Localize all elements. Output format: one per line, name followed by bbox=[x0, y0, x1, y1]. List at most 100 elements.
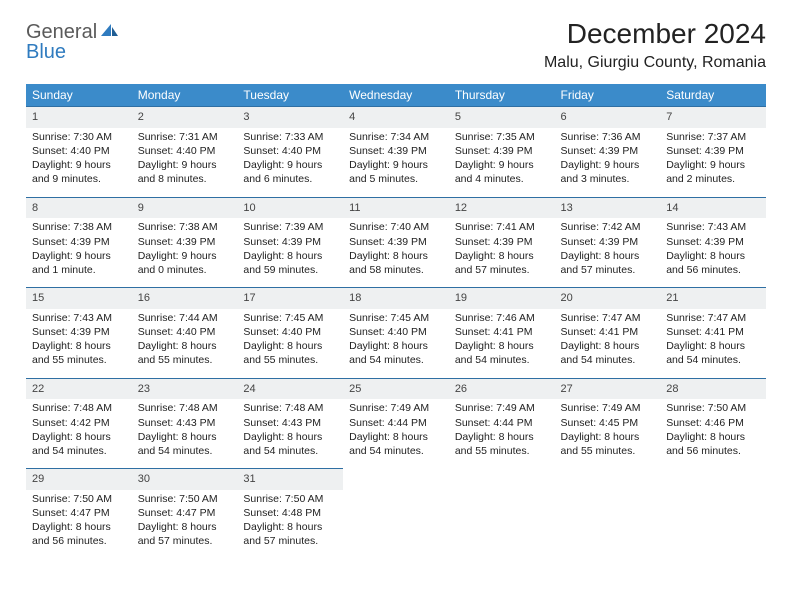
day-cell: Sunrise: 7:45 AMSunset: 4:40 PMDaylight:… bbox=[343, 309, 449, 378]
daylight-text: Daylight: 9 hours and 4 minutes. bbox=[455, 158, 549, 186]
day-number: 1 bbox=[26, 107, 132, 128]
brand-logo: General Blue bbox=[26, 18, 119, 62]
weekday-header: Thursday bbox=[449, 84, 555, 107]
daylight-text: Daylight: 9 hours and 9 minutes. bbox=[32, 158, 126, 186]
day-number: 7 bbox=[660, 107, 766, 128]
day-cell: Sunrise: 7:50 AMSunset: 4:47 PMDaylight:… bbox=[132, 490, 238, 559]
sunrise-text: Sunrise: 7:50 AM bbox=[666, 401, 760, 415]
sunrise-text: Sunrise: 7:33 AM bbox=[243, 130, 337, 144]
sunrise-text: Sunrise: 7:35 AM bbox=[455, 130, 549, 144]
weekday-header: Friday bbox=[555, 84, 661, 107]
sunset-text: Sunset: 4:39 PM bbox=[666, 144, 760, 158]
day-number: 26 bbox=[449, 378, 555, 399]
day-number: 20 bbox=[555, 288, 661, 309]
sunrise-text: Sunrise: 7:50 AM bbox=[32, 492, 126, 506]
daylight-text: Daylight: 9 hours and 5 minutes. bbox=[349, 158, 443, 186]
day-content-row: Sunrise: 7:38 AMSunset: 4:39 PMDaylight:… bbox=[26, 218, 766, 287]
day-cell: Sunrise: 7:44 AMSunset: 4:40 PMDaylight:… bbox=[132, 309, 238, 378]
day-number: 11 bbox=[343, 197, 449, 218]
daylight-text: Daylight: 9 hours and 0 minutes. bbox=[138, 249, 232, 277]
location-text: Malu, Giurgiu County, Romania bbox=[544, 54, 766, 72]
daylight-text: Daylight: 9 hours and 3 minutes. bbox=[561, 158, 655, 186]
sunset-text: Sunset: 4:42 PM bbox=[32, 416, 126, 430]
sunrise-text: Sunrise: 7:43 AM bbox=[32, 311, 126, 325]
day-number: 24 bbox=[237, 378, 343, 399]
sunset-text: Sunset: 4:39 PM bbox=[666, 235, 760, 249]
day-number-row: 1234567 bbox=[26, 107, 766, 128]
day-number: 15 bbox=[26, 288, 132, 309]
day-cell bbox=[449, 490, 555, 559]
brand-part2: Blue bbox=[26, 42, 119, 62]
daylight-text: Daylight: 8 hours and 55 minutes. bbox=[138, 339, 232, 367]
day-cell: Sunrise: 7:50 AMSunset: 4:48 PMDaylight:… bbox=[237, 490, 343, 559]
daylight-text: Daylight: 8 hours and 57 minutes. bbox=[243, 520, 337, 548]
sunset-text: Sunset: 4:39 PM bbox=[349, 235, 443, 249]
sunset-text: Sunset: 4:39 PM bbox=[455, 235, 549, 249]
day-number: 14 bbox=[660, 197, 766, 218]
day-number bbox=[343, 469, 449, 490]
day-cell: Sunrise: 7:31 AMSunset: 4:40 PMDaylight:… bbox=[132, 128, 238, 197]
sunset-text: Sunset: 4:39 PM bbox=[561, 144, 655, 158]
sunrise-text: Sunrise: 7:40 AM bbox=[349, 220, 443, 234]
day-number: 16 bbox=[132, 288, 238, 309]
sunset-text: Sunset: 4:41 PM bbox=[455, 325, 549, 339]
day-number: 28 bbox=[660, 378, 766, 399]
sunrise-text: Sunrise: 7:48 AM bbox=[243, 401, 337, 415]
sunrise-text: Sunrise: 7:50 AM bbox=[138, 492, 232, 506]
sunrise-text: Sunrise: 7:47 AM bbox=[666, 311, 760, 325]
daylight-text: Daylight: 8 hours and 54 minutes. bbox=[243, 430, 337, 458]
day-number: 21 bbox=[660, 288, 766, 309]
day-content-row: Sunrise: 7:50 AMSunset: 4:47 PMDaylight:… bbox=[26, 490, 766, 559]
daylight-text: Daylight: 8 hours and 57 minutes. bbox=[455, 249, 549, 277]
day-number: 3 bbox=[237, 107, 343, 128]
daylight-text: Daylight: 8 hours and 54 minutes. bbox=[349, 430, 443, 458]
daylight-text: Daylight: 8 hours and 57 minutes. bbox=[138, 520, 232, 548]
day-cell: Sunrise: 7:48 AMSunset: 4:43 PMDaylight:… bbox=[237, 399, 343, 468]
daylight-text: Daylight: 9 hours and 1 minute. bbox=[32, 249, 126, 277]
weekday-header: Saturday bbox=[660, 84, 766, 107]
daylight-text: Daylight: 8 hours and 58 minutes. bbox=[349, 249, 443, 277]
daylight-text: Daylight: 8 hours and 57 minutes. bbox=[561, 249, 655, 277]
sunrise-text: Sunrise: 7:43 AM bbox=[666, 220, 760, 234]
daylight-text: Daylight: 8 hours and 54 minutes. bbox=[349, 339, 443, 367]
sunrise-text: Sunrise: 7:45 AM bbox=[243, 311, 337, 325]
day-cell: Sunrise: 7:38 AMSunset: 4:39 PMDaylight:… bbox=[26, 218, 132, 287]
sunrise-text: Sunrise: 7:48 AM bbox=[32, 401, 126, 415]
sunrise-text: Sunrise: 7:47 AM bbox=[561, 311, 655, 325]
title-block: December 2024 Malu, Giurgiu County, Roma… bbox=[544, 18, 766, 72]
day-number-row: 891011121314 bbox=[26, 197, 766, 218]
sunset-text: Sunset: 4:40 PM bbox=[243, 144, 337, 158]
day-cell bbox=[660, 490, 766, 559]
day-cell: Sunrise: 7:47 AMSunset: 4:41 PMDaylight:… bbox=[660, 309, 766, 378]
sunset-text: Sunset: 4:44 PM bbox=[455, 416, 549, 430]
sunset-text: Sunset: 4:46 PM bbox=[666, 416, 760, 430]
daylight-text: Daylight: 8 hours and 54 minutes. bbox=[666, 339, 760, 367]
day-number: 27 bbox=[555, 378, 661, 399]
day-cell: Sunrise: 7:39 AMSunset: 4:39 PMDaylight:… bbox=[237, 218, 343, 287]
sunrise-text: Sunrise: 7:49 AM bbox=[561, 401, 655, 415]
day-number: 17 bbox=[237, 288, 343, 309]
day-number: 8 bbox=[26, 197, 132, 218]
day-cell: Sunrise: 7:42 AMSunset: 4:39 PMDaylight:… bbox=[555, 218, 661, 287]
day-cell: Sunrise: 7:48 AMSunset: 4:43 PMDaylight:… bbox=[132, 399, 238, 468]
sunrise-text: Sunrise: 7:44 AM bbox=[138, 311, 232, 325]
sunset-text: Sunset: 4:39 PM bbox=[32, 325, 126, 339]
sunset-text: Sunset: 4:40 PM bbox=[243, 325, 337, 339]
day-cell: Sunrise: 7:38 AMSunset: 4:39 PMDaylight:… bbox=[132, 218, 238, 287]
day-number: 10 bbox=[237, 197, 343, 218]
day-content-row: Sunrise: 7:48 AMSunset: 4:42 PMDaylight:… bbox=[26, 399, 766, 468]
header: General Blue December 2024 Malu, Giurgiu… bbox=[26, 18, 766, 72]
sunrise-text: Sunrise: 7:30 AM bbox=[32, 130, 126, 144]
sunrise-text: Sunrise: 7:49 AM bbox=[455, 401, 549, 415]
weekday-header: Sunday bbox=[26, 84, 132, 107]
daylight-text: Daylight: 8 hours and 55 minutes. bbox=[455, 430, 549, 458]
day-number: 4 bbox=[343, 107, 449, 128]
sunrise-text: Sunrise: 7:41 AM bbox=[455, 220, 549, 234]
daylight-text: Daylight: 8 hours and 54 minutes. bbox=[32, 430, 126, 458]
weekday-header: Monday bbox=[132, 84, 238, 107]
calendar-table: Sunday Monday Tuesday Wednesday Thursday… bbox=[26, 84, 766, 559]
daylight-text: Daylight: 8 hours and 55 minutes. bbox=[32, 339, 126, 367]
day-number-row: 22232425262728 bbox=[26, 378, 766, 399]
day-cell bbox=[555, 490, 661, 559]
sunrise-text: Sunrise: 7:45 AM bbox=[349, 311, 443, 325]
